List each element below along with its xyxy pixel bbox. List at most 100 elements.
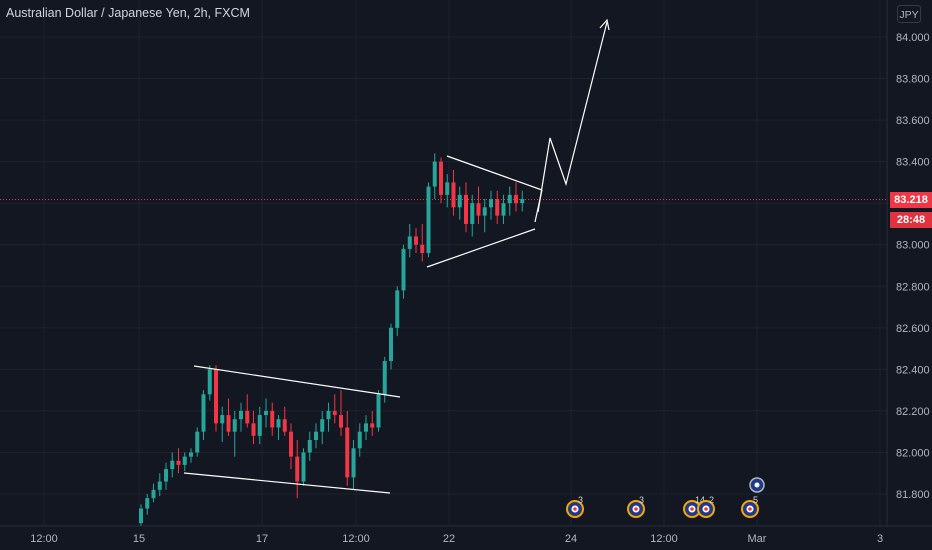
candle [445,174,450,208]
candle [220,406,225,443]
economic-calendar-au-icon[interactable]: 5 [741,495,759,518]
candle [157,473,162,497]
candle [226,398,231,436]
candle [320,410,325,445]
event-count: 3 [578,495,583,505]
price-axis: 84.00083.80083.60083.40083.20083.00082.8… [896,32,930,501]
time-tick-label: 22 [443,533,455,545]
price-tick-label: 82.600 [896,323,930,335]
candle [457,186,462,220]
candle [170,452,175,478]
candle [464,182,468,233]
candlestick-series [139,153,525,526]
time-tick-label: 15 [133,533,145,545]
candle [145,494,150,515]
time-tick-label: 24 [565,533,577,545]
candle [245,394,250,428]
candle [470,194,475,237]
price-tick-label: 81.800 [896,489,930,501]
candle [307,431,312,461]
candle [451,169,456,216]
candle [139,504,143,526]
price-tick-label: 82.200 [896,406,930,418]
economic-calendar-au-icon[interactable]: 3 [627,495,645,518]
candle [395,286,400,337]
flag-upper-trendline [193,365,401,398]
candle [326,402,331,432]
candle [370,410,375,436]
economic-calendar-au-icon[interactable] [749,477,765,493]
candle [214,365,218,432]
economic-calendar-au-icon[interactable]: 2 [697,495,715,518]
candle [195,427,200,457]
time-tick-label: 3 [877,533,883,545]
candle [276,415,281,440]
time-tick-label: 12:00 [30,533,58,545]
economic-calendar-jp-icon[interactable]: 14 [683,495,705,518]
bar-countdown-label: 28:48 [890,212,932,228]
candle [207,365,212,401]
price-tick-label: 84.000 [896,32,930,44]
candle [201,390,206,440]
candle [351,439,356,490]
projection-path [537,21,608,213]
candle [289,423,293,470]
flag-lower-trendline [183,472,391,494]
time-tick-label: 17 [256,533,268,545]
price-tick-label: 83.000 [896,240,930,252]
pennant-lower-trendline [426,228,536,268]
price-tick-label: 82.800 [896,281,930,293]
candle [282,406,287,436]
candle [239,402,243,432]
trendline-drawings [183,18,610,494]
candle [382,356,387,403]
candle [426,182,431,258]
candle [376,390,381,432]
candle [357,423,362,457]
candle [251,410,256,445]
candle [389,323,393,370]
event-count: 14 [695,495,705,505]
candle [176,448,181,474]
candle [507,186,512,216]
candle [514,182,518,212]
candle [407,223,412,258]
economic-calendar-au-icon[interactable]: 3 [566,495,584,518]
candle [520,190,525,212]
projection-arrowhead [599,18,610,31]
candle [301,448,306,486]
time-axis: 12:00 15 17 12:00 22 24 12:00 Mar 3 [30,533,883,545]
candle [489,190,493,220]
candle [189,448,193,463]
candle [332,394,337,424]
price-tick-label: 83.400 [896,157,930,169]
candle [257,406,262,445]
candle [345,410,350,486]
candle [270,402,275,436]
candle [364,415,368,440]
candle [414,228,418,254]
chart-grid [0,0,887,526]
pennant-upper-trendline [446,155,543,191]
candle [482,199,487,233]
candle [264,398,268,428]
time-tick-label: Mar [748,533,767,545]
candle [314,423,318,449]
candle [182,452,187,472]
candle [495,190,500,224]
candle [476,186,481,224]
currency-button[interactable]: JPY [897,5,921,23]
candle [401,244,406,299]
candle [439,157,443,204]
candle [295,439,300,499]
candle [151,483,156,503]
candle [432,153,437,200]
price-tick-label: 82.400 [896,364,930,376]
time-tick-label: 12:00 [342,533,370,545]
economic-events: 3 3 14 2 5 [566,477,765,518]
price-tick-label: 83.600 [896,115,930,127]
event-count: 5 [753,495,758,505]
price-tick-label: 83.800 [896,74,930,86]
event-count: 3 [639,495,644,505]
